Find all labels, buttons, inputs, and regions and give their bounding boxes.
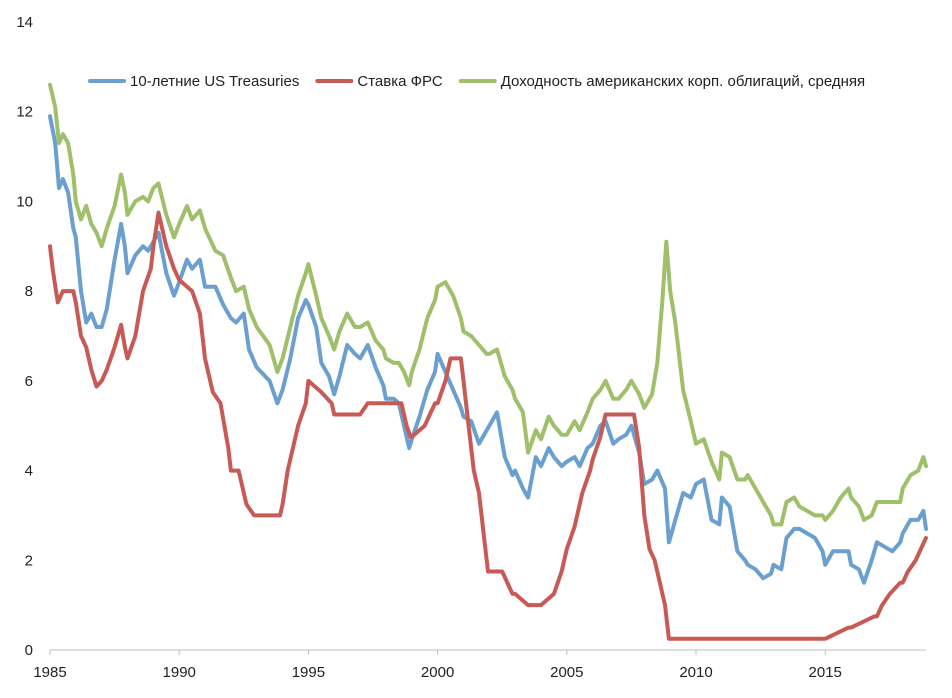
y-tick-label: 2 <box>25 552 33 569</box>
y-tick-label: 10 <box>16 193 33 210</box>
y-tick-label: 12 <box>16 104 33 121</box>
y-tick-label: 8 <box>25 283 33 300</box>
x-tick-label: 1985 <box>33 664 66 681</box>
y-tick-label: 14 <box>16 14 33 31</box>
x-tick-label: 2005 <box>550 664 583 681</box>
y-tick-label: 4 <box>25 463 33 480</box>
axes: 1985 1990 1995 2000 2005 2010 2015 0 2 4 6 8 10 12 14 <box>16 14 926 681</box>
legend-label-3: Доходность американских корп. облигаций,… <box>501 73 866 90</box>
x-tick-label: 1990 <box>163 664 196 681</box>
legend-label-2: Ставка ФРС <box>357 73 442 90</box>
x-tick-label: 2010 <box>679 664 712 681</box>
series-line-1 <box>48 114 928 585</box>
x-tick-label: 1995 <box>292 664 325 681</box>
legend: 10-летние US Treasuries Ставка ФРС Доходно… <box>88 73 866 90</box>
x-tick-label: 2015 <box>809 664 842 681</box>
y-tick-label: 6 <box>25 373 33 390</box>
legend-label-1: 10-летние US Treasuries <box>130 73 299 90</box>
series-lines <box>48 82 928 641</box>
x-tick-label: 2000 <box>421 664 454 681</box>
series-line-2 <box>48 210 928 641</box>
series-line-3 <box>48 82 928 527</box>
y-tick-label: 0 <box>25 642 33 659</box>
